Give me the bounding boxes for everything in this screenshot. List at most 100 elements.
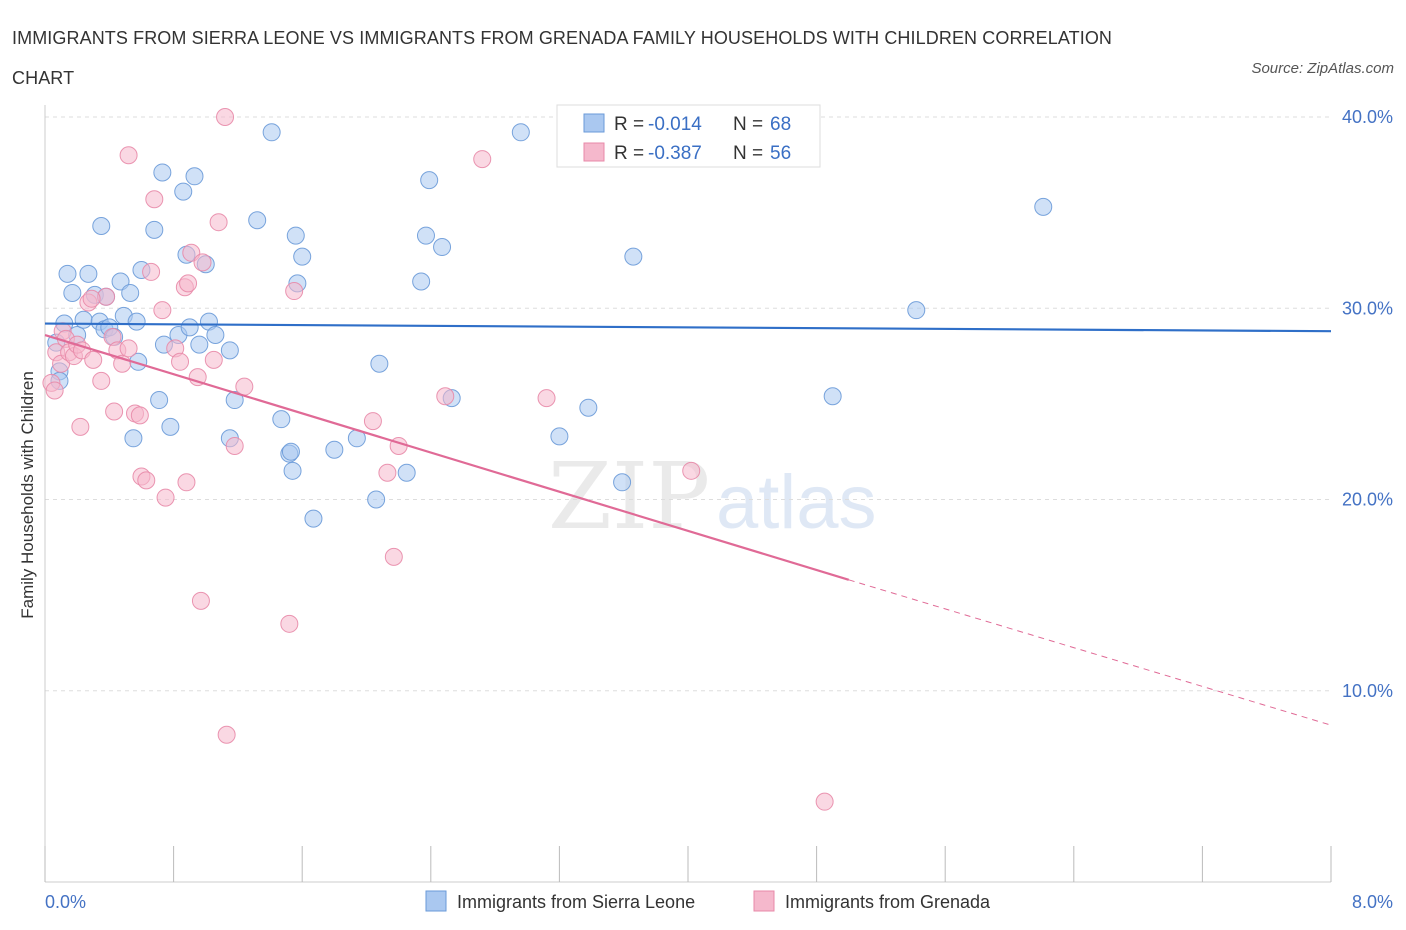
point-sierra-leone [823,387,842,406]
stats-n-value-1: 68 [770,114,791,135]
source-label: Source: ZipAtlas.com [1251,60,1394,77]
point-sierra-leone [412,272,431,291]
y-tick-label: 40.0% [1342,107,1393,127]
point-sierra-leone [420,171,439,190]
point-grenada [191,591,210,610]
point-sierra-leone [325,440,344,459]
point-grenada [225,436,244,455]
point-sierra-leone [153,163,172,182]
point-grenada [204,350,223,369]
point-grenada [119,339,138,358]
point-grenada [436,387,455,406]
point-sierra-leone [174,182,193,201]
stats-r-value-1: -0.014 [648,114,702,135]
stats-r-label-1: R = [614,114,644,135]
point-sierra-leone [180,318,199,337]
point-grenada [682,461,701,480]
stats-swatch-pink [583,142,605,162]
point-grenada [153,301,172,320]
point-sierra-leone [281,442,300,461]
point-sierra-leone [416,226,435,245]
point-sierra-leone [624,247,643,266]
point-sierra-leone [272,410,291,429]
legend-label-grenada: Immigrants from Grenada [785,892,991,912]
point-grenada [156,488,175,507]
point-sierra-leone [92,217,111,236]
point-grenada [137,471,156,490]
point-sierra-leone [145,220,164,239]
trend-line-sierra-leone [44,322,1332,333]
data-points [42,108,1053,811]
point-sierra-leone [220,341,239,360]
point-sierra-leone [550,427,569,446]
point-sierra-leone [124,429,143,448]
legend: Immigrants from Sierra Leone Immigrants … [425,890,991,912]
point-sierra-leone [293,247,312,266]
trend-line-grenada [44,333,850,581]
point-sierra-leone [579,398,598,417]
point-sierra-leone [304,509,323,528]
point-sierra-leone [121,283,140,302]
point-sierra-leone [63,283,82,302]
point-sierra-leone [367,490,386,509]
stats-n-value-2: 56 [770,143,791,164]
point-grenada [130,406,149,425]
point-grenada [384,547,403,566]
point-grenada [119,146,138,165]
point-sierra-leone [433,238,452,257]
point-grenada [84,350,103,369]
y-tick-label: 20.0% [1342,490,1393,510]
point-sierra-leone [74,310,93,329]
trend-lines [44,322,1332,726]
point-grenada [92,371,111,390]
point-sierra-leone [511,123,530,142]
stats-r-label-2: R = [614,143,644,164]
point-grenada [280,614,299,633]
point-grenada [171,352,190,371]
point-sierra-leone [150,391,169,410]
legend-label-sierra-leone: Immigrants from Sierra Leone [457,892,695,912]
trend-line-grenada-extension [848,579,1332,726]
stats-n-label-1: N = [733,114,763,135]
point-grenada [216,108,235,126]
stats-swatch-blue [583,113,605,133]
point-grenada [209,213,228,232]
point-grenada [105,402,124,421]
point-sierra-leone [206,326,225,345]
point-sierra-leone [262,123,281,142]
point-grenada [179,274,198,293]
point-sierra-leone [1034,197,1053,216]
point-grenada [235,377,254,396]
point-sierra-leone [58,264,77,283]
stats-r-value-2: -0.387 [648,143,702,164]
point-grenada [145,190,164,209]
point-sierra-leone [161,417,180,436]
legend-swatch-sierra-leone [425,890,447,912]
point-sierra-leone [397,463,416,482]
point-sierra-leone [79,264,98,283]
point-sierra-leone [286,226,305,245]
point-grenada [815,792,834,811]
point-sierra-leone [907,301,926,320]
chart-title: IMMIGRANTS FROM SIERRA LEONE VS IMMIGRAN… [12,28,1113,88]
point-grenada [473,150,492,169]
watermark-atlas: atlas [716,460,877,545]
y-tick-label: 30.0% [1342,298,1393,318]
stats-box: R = -0.014 N = 68 R = -0.387 N = 56 [556,104,821,168]
point-sierra-leone [283,461,302,480]
point-grenada [71,417,90,436]
point-grenada [378,463,397,482]
axes: 10.0% 20.0% 30.0% 40.0% [44,105,1393,883]
point-sierra-leone [370,354,389,373]
x-tick-label-max: 8.0% [1352,892,1393,912]
point-grenada [142,262,161,281]
point-sierra-leone [613,473,632,492]
point-sierra-leone [185,167,204,186]
point-sierra-leone [127,312,146,331]
point-sierra-leone [190,335,209,354]
y-axis-title: Family Households with Children [18,371,37,619]
point-grenada [537,389,556,408]
watermark: ZIP atlas [548,443,877,550]
point-grenada [177,473,196,492]
